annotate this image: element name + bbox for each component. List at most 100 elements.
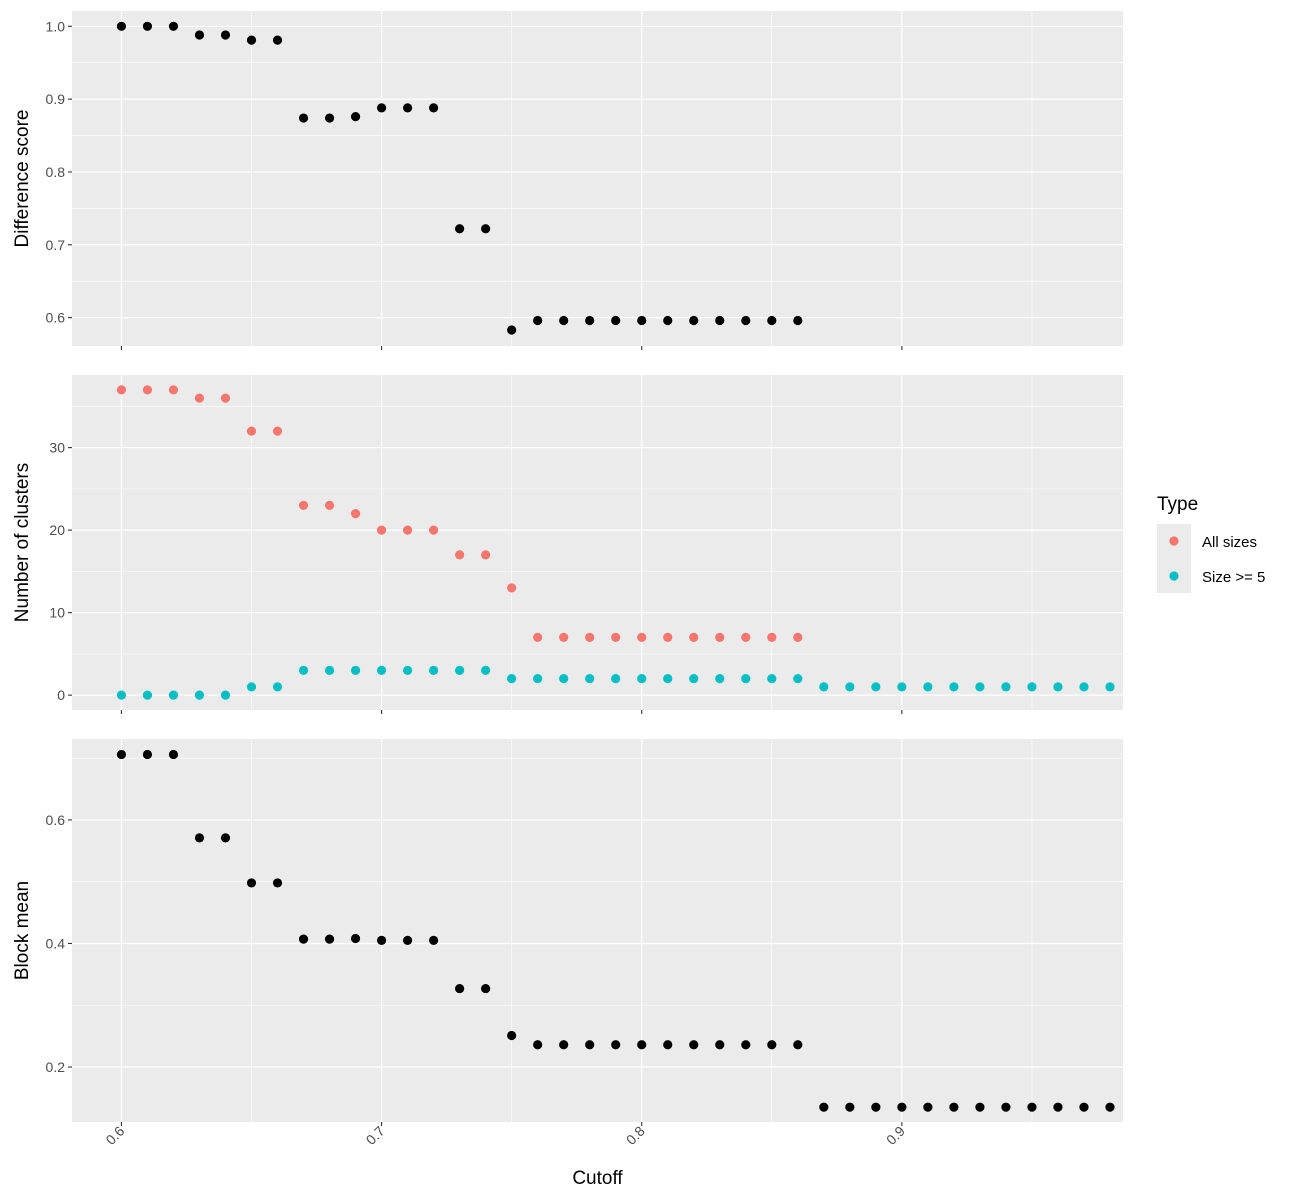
data-point	[975, 682, 985, 692]
x-tick-label: 0.7	[363, 1123, 388, 1148]
data-point	[455, 983, 465, 994]
data-point	[767, 1040, 777, 1050]
data-point	[793, 315, 803, 326]
data-point	[611, 1040, 621, 1050]
data-point	[481, 550, 491, 560]
data-point	[481, 983, 491, 994]
data-point	[429, 665, 439, 675]
data-point	[142, 690, 153, 700]
data-point	[637, 674, 647, 684]
data-point	[559, 674, 569, 684]
data-point	[455, 550, 465, 560]
data-point	[142, 749, 153, 760]
data-point	[793, 632, 803, 642]
data-point	[272, 426, 283, 436]
data-point	[663, 1040, 673, 1050]
data-point	[168, 21, 179, 31]
data-point	[689, 315, 699, 326]
data-point	[116, 385, 127, 395]
data-point	[689, 674, 699, 684]
data-point	[741, 315, 751, 326]
data-point	[220, 393, 231, 403]
data-point	[767, 315, 777, 326]
panel-background	[72, 11, 1123, 346]
legend-key-background	[1157, 524, 1191, 593]
y-tick-label: 0.2	[46, 1059, 66, 1075]
data-point	[533, 632, 543, 642]
data-point	[481, 224, 491, 234]
data-point	[220, 30, 231, 40]
x-tick-label: 0.8	[623, 1123, 648, 1148]
data-point	[168, 690, 179, 700]
data-point	[689, 1040, 699, 1050]
data-point	[429, 103, 439, 113]
x-axis-title: Cutoff	[572, 1168, 623, 1189]
data-point	[871, 682, 881, 692]
legend-label: All sizes	[1202, 534, 1257, 551]
y-tick-label: 0.8	[46, 164, 66, 180]
data-point	[767, 632, 777, 642]
data-point	[923, 682, 933, 692]
data-point	[324, 934, 335, 944]
data-point	[481, 665, 491, 675]
data-point	[350, 509, 361, 519]
legend-title: Type	[1157, 494, 1198, 515]
data-point	[689, 632, 699, 642]
data-point	[298, 665, 309, 675]
data-point	[402, 103, 413, 113]
data-point	[663, 632, 673, 642]
data-point	[1053, 1102, 1063, 1112]
panel-3: 0.2 0.4 0.6 Block mean	[12, 739, 1123, 1126]
data-point	[455, 665, 465, 675]
data-point	[1027, 682, 1037, 692]
data-point	[637, 632, 647, 642]
legend-key	[1169, 571, 1179, 581]
data-point	[376, 935, 387, 945]
data-point	[298, 934, 309, 944]
legend-label: Size >= 5	[1202, 569, 1265, 586]
data-point	[559, 315, 569, 326]
data-point	[246, 35, 257, 45]
y-tick-label: 20	[49, 522, 65, 538]
data-point	[611, 674, 621, 684]
panel-1: 0.6 0.7 0.8 0.9 1.0 Difference score	[12, 11, 1123, 350]
data-point	[1105, 1102, 1115, 1112]
data-point	[142, 385, 153, 395]
x-axis: 0.6 0.7 0.8 0.9	[102, 1123, 908, 1148]
data-point	[324, 113, 335, 123]
data-point	[1079, 1102, 1089, 1112]
data-point	[715, 315, 725, 326]
data-point	[637, 1040, 647, 1050]
y-tick-label: 0	[57, 687, 65, 703]
data-point	[507, 583, 517, 593]
data-point	[350, 933, 361, 944]
data-point	[559, 1040, 569, 1050]
data-point	[585, 315, 595, 326]
data-point	[116, 21, 127, 31]
data-point	[949, 1102, 959, 1112]
data-point	[324, 665, 335, 675]
data-point	[819, 1102, 829, 1112]
data-point	[611, 632, 621, 642]
data-point	[1027, 1102, 1037, 1112]
data-point	[533, 1040, 543, 1050]
data-point	[975, 1102, 985, 1112]
data-point	[507, 325, 517, 335]
data-point	[533, 674, 543, 684]
data-point	[715, 632, 725, 642]
data-point	[793, 1040, 803, 1050]
data-point	[1079, 682, 1089, 692]
legend-entries: All sizes Size >= 5	[1169, 534, 1265, 586]
data-point	[897, 1102, 907, 1112]
data-point	[793, 674, 803, 684]
data-point	[1001, 1102, 1011, 1112]
data-point	[429, 935, 439, 945]
data-point	[741, 632, 751, 642]
data-point	[194, 393, 205, 403]
data-point	[533, 315, 543, 326]
data-point	[1053, 682, 1063, 692]
data-point	[585, 632, 595, 642]
y-axis-title: Difference score	[12, 110, 33, 248]
data-point	[1105, 682, 1115, 692]
